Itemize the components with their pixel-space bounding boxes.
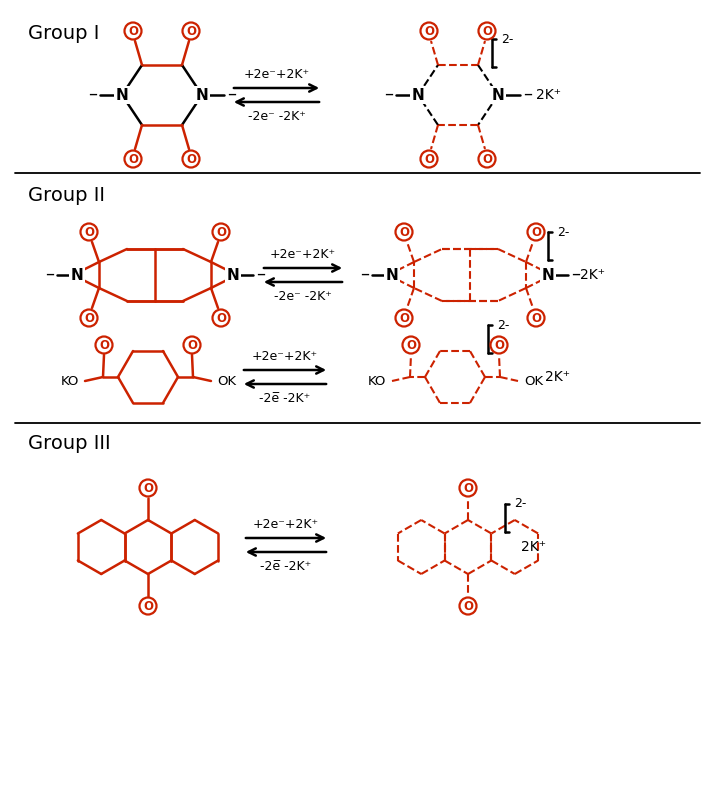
Text: O: O (216, 226, 226, 238)
Text: O: O (399, 226, 409, 238)
Text: –: – (360, 265, 369, 283)
Text: O: O (143, 482, 153, 494)
Text: O: O (531, 226, 541, 238)
Text: Group II: Group II (28, 185, 105, 204)
Text: O: O (494, 339, 504, 351)
Text: KO: KO (61, 374, 79, 387)
Text: Group III: Group III (28, 433, 111, 452)
Text: KO: KO (368, 374, 386, 387)
Text: N: N (492, 87, 504, 103)
Text: O: O (424, 25, 434, 37)
Text: Group I: Group I (28, 24, 99, 42)
Text: O: O (406, 339, 416, 351)
Text: OK: OK (217, 374, 236, 387)
Text: 2K⁺: 2K⁺ (545, 370, 570, 384)
Text: O: O (128, 25, 138, 37)
Text: -2e⁻ -2K⁺: -2e⁻ -2K⁺ (248, 110, 306, 122)
Text: –: – (88, 85, 97, 103)
Text: O: O (482, 25, 492, 37)
Text: O: O (482, 153, 492, 165)
Text: O: O (463, 482, 473, 494)
Text: O: O (186, 153, 196, 165)
Text: 2K⁺: 2K⁺ (521, 540, 546, 554)
Text: N: N (542, 267, 554, 282)
Text: N: N (386, 267, 398, 282)
Text: O: O (424, 153, 434, 165)
Text: N: N (116, 87, 129, 103)
Text: +2e⁻+2K⁺: +2e⁻+2K⁺ (252, 350, 318, 363)
Text: +2e⁻+2K⁺: +2e⁻+2K⁺ (253, 518, 319, 530)
Text: OK: OK (524, 374, 543, 387)
Text: –: – (227, 85, 236, 103)
Text: O: O (187, 339, 197, 351)
Text: –: – (45, 265, 54, 283)
Text: 2K⁺: 2K⁺ (580, 268, 605, 282)
Text: –: – (256, 265, 265, 283)
Text: N: N (196, 87, 208, 103)
Text: O: O (186, 25, 196, 37)
Text: O: O (99, 339, 109, 351)
Text: -2e̅ -2K⁺: -2e̅ -2K⁺ (261, 560, 311, 572)
Text: +2e⁻+2K⁺: +2e⁻+2K⁺ (243, 68, 310, 80)
Text: O: O (531, 312, 541, 324)
Text: 2K⁺: 2K⁺ (536, 88, 561, 102)
Text: N: N (71, 267, 84, 282)
Text: –: – (571, 265, 580, 283)
Text: O: O (399, 312, 409, 324)
Text: 2-: 2- (497, 319, 509, 332)
Text: O: O (84, 312, 94, 324)
Text: 2-: 2- (501, 33, 513, 45)
Text: 2-: 2- (557, 226, 569, 238)
Text: O: O (84, 226, 94, 238)
Text: –: – (384, 85, 393, 103)
Text: +2e⁻+2K⁺: +2e⁻+2K⁺ (270, 247, 336, 261)
Text: -2e⁻ -2K⁺: -2e⁻ -2K⁺ (274, 289, 332, 303)
Text: O: O (128, 153, 138, 165)
Text: O: O (463, 599, 473, 612)
Text: –: – (523, 85, 532, 103)
Text: O: O (216, 312, 226, 324)
Text: N: N (412, 87, 424, 103)
Text: N: N (226, 267, 239, 282)
Text: 2-: 2- (514, 497, 527, 510)
Text: -2e̅ -2K⁺: -2e̅ -2K⁺ (259, 391, 311, 405)
Text: O: O (143, 599, 153, 612)
